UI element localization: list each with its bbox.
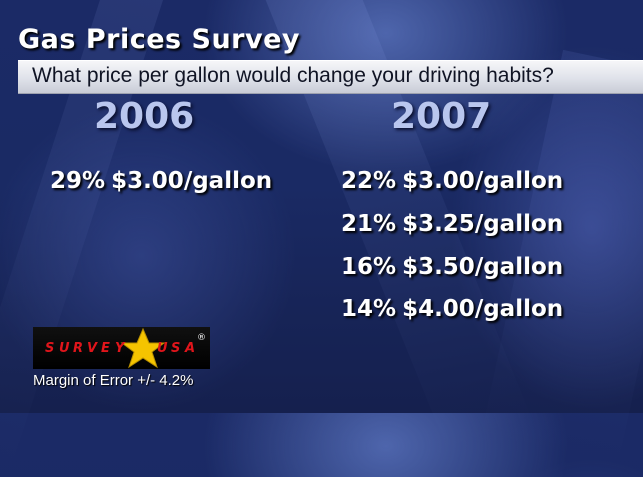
result-2007-2: 21% $3.25/gallon [341,211,563,237]
logo-letter: V [87,341,98,356]
margin-of-error: Margin of Error +/- 4.2% [33,372,194,389]
result-price: $4.00/gallon [402,296,564,322]
logo-star-icon [120,327,166,369]
result-price: $3.25/gallon [402,211,564,237]
logo-letter: Y [115,341,125,356]
logo-letter: R [73,341,84,356]
result-price: $3.00/gallon [111,168,273,194]
year-heading-2007: 2007 [391,96,492,137]
surveyusa-logo: S U R V E Y U S A ® [33,327,210,369]
logo-letter: U [157,341,168,356]
result-2007-3: 16% $3.50/gallon [341,254,563,280]
registered-mark: ® [197,333,206,343]
result-percent: 22% [341,168,397,194]
result-percent: 14% [341,296,397,322]
logo-letter: S [171,341,181,356]
page-title: Gas Prices Survey [18,24,300,55]
result-price: $3.50/gallon [402,254,564,280]
logo-letter: U [59,341,70,356]
result-percent: 16% [341,254,397,280]
result-2006-1: 29% $3.00/gallon [50,168,272,194]
result-price: $3.00/gallon [402,168,564,194]
question-banner: What price per gallon would change your … [18,60,643,94]
result-percent: 29% [50,168,106,194]
result-2007-4: 14% $4.00/gallon [341,296,563,322]
year-heading-2006: 2006 [94,96,195,137]
survey-question: What price per gallon would change your … [32,64,554,87]
logo-letter: A [185,341,196,356]
result-percent: 21% [341,211,397,237]
logo-letter: S [45,341,55,356]
logo-letter: E [101,341,110,356]
result-2007-1: 22% $3.00/gallon [341,168,563,194]
